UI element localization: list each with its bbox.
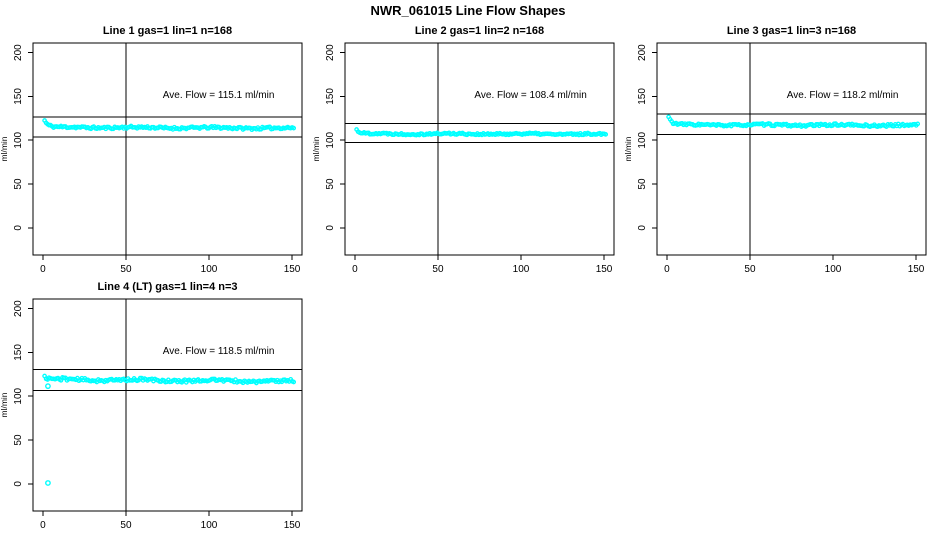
subplot-1: Line 1 gas=1 lin=1 n=168 0 50 100 150 0 50 100 1… <box>0 25 303 275</box>
y-tick-label: 150 <box>13 344 24 361</box>
y-tick-label: 200 <box>13 300 24 317</box>
x-tick-label: 50 <box>120 264 132 275</box>
x-tick-label: 150 <box>284 264 301 275</box>
x-tick-label: 100 <box>825 264 842 275</box>
plot-box <box>656 42 927 256</box>
y-tick-label: 0 <box>325 225 336 231</box>
y-tick-label: 50 <box>637 178 648 190</box>
ave-flow-annotation: Ave. Flow = 115.1 ml/min <box>163 90 275 101</box>
x-tick-label: 0 <box>40 520 46 531</box>
outlier-point <box>45 383 51 390</box>
x-tick-label: 100 <box>513 264 530 275</box>
x-tick-label: 100 <box>201 520 218 531</box>
y-axis-label: ml/min <box>0 392 9 417</box>
subplot-2: Line 2 gas=1 lin=2 n=168 0 50 100 150 0 50 100 1… <box>311 25 615 275</box>
plot-box <box>32 298 303 512</box>
x-tick-label: 50 <box>432 264 444 275</box>
y-axis-label: ml/min <box>623 136 633 161</box>
y-tick-label: 200 <box>637 44 648 61</box>
outlier-point <box>45 480 51 486</box>
plot-box <box>32 42 303 256</box>
y-tick-label: 0 <box>13 481 24 487</box>
scatter-point <box>915 121 921 127</box>
subplot-3: Line 3 gas=1 lin=3 n=168 0 50 100 150 0 50 100 1… <box>623 25 927 275</box>
y-tick-label: 0 <box>637 225 648 231</box>
x-tick-label: 50 <box>120 520 132 531</box>
y-tick-label: 150 <box>325 88 336 105</box>
scatter-point <box>291 125 297 131</box>
ave-flow-annotation: Ave. Flow = 118.5 ml/min <box>163 346 275 357</box>
page-title: NWR_061015 Line Flow Shapes <box>370 3 566 18</box>
subplot-title: Line 2 gas=1 lin=2 n=168 <box>415 25 544 37</box>
subplot-title: Line 4 (LT) gas=1 lin=4 n=3 <box>97 281 237 293</box>
y-tick-label: 100 <box>325 131 336 148</box>
scatter-points <box>354 127 609 138</box>
y-tick-label: 200 <box>325 44 336 61</box>
y-tick-label: 0 <box>13 225 24 231</box>
x-tick-label: 150 <box>284 520 301 531</box>
y-tick-label: 50 <box>13 178 24 190</box>
x-tick-label: 100 <box>201 264 218 275</box>
subplot-4: Line 4 (LT) gas=1 lin=4 n=3 0 50 100 150 0 50 1… <box>0 281 303 531</box>
y-axis-label: ml/min <box>0 136 9 161</box>
y-tick-label: 200 <box>13 44 24 61</box>
scatter-points <box>666 114 921 130</box>
y-tick-label: 100 <box>637 131 648 148</box>
y-tick-label: 150 <box>637 88 648 105</box>
x-tick-label: 150 <box>908 264 925 275</box>
ave-flow-annotation: Ave. Flow = 108.4 ml/min <box>474 90 586 101</box>
x-tick-label: 0 <box>352 264 358 275</box>
scatter-point <box>603 132 609 137</box>
x-tick-label: 0 <box>40 264 46 275</box>
scatter-points <box>42 118 297 133</box>
scatter-point <box>291 379 297 385</box>
y-tick-label: 100 <box>13 131 24 148</box>
y-tick-label: 100 <box>13 387 24 404</box>
y-tick-label: 50 <box>325 178 336 190</box>
ave-flow-annotation: Ave. Flow = 118.2 ml/min <box>787 90 899 101</box>
plot-box <box>344 42 615 256</box>
x-tick-label: 150 <box>596 264 613 275</box>
subplot-title: Line 3 gas=1 lin=3 n=168 <box>727 25 856 37</box>
scatter-points <box>42 373 297 386</box>
subplot-title: Line 1 gas=1 lin=1 n=168 <box>103 25 232 37</box>
x-tick-label: 50 <box>744 264 756 275</box>
x-tick-label: 0 <box>664 264 670 275</box>
y-tick-label: 150 <box>13 88 24 105</box>
y-axis-label: ml/min <box>311 136 321 161</box>
y-tick-label: 50 <box>13 434 24 446</box>
